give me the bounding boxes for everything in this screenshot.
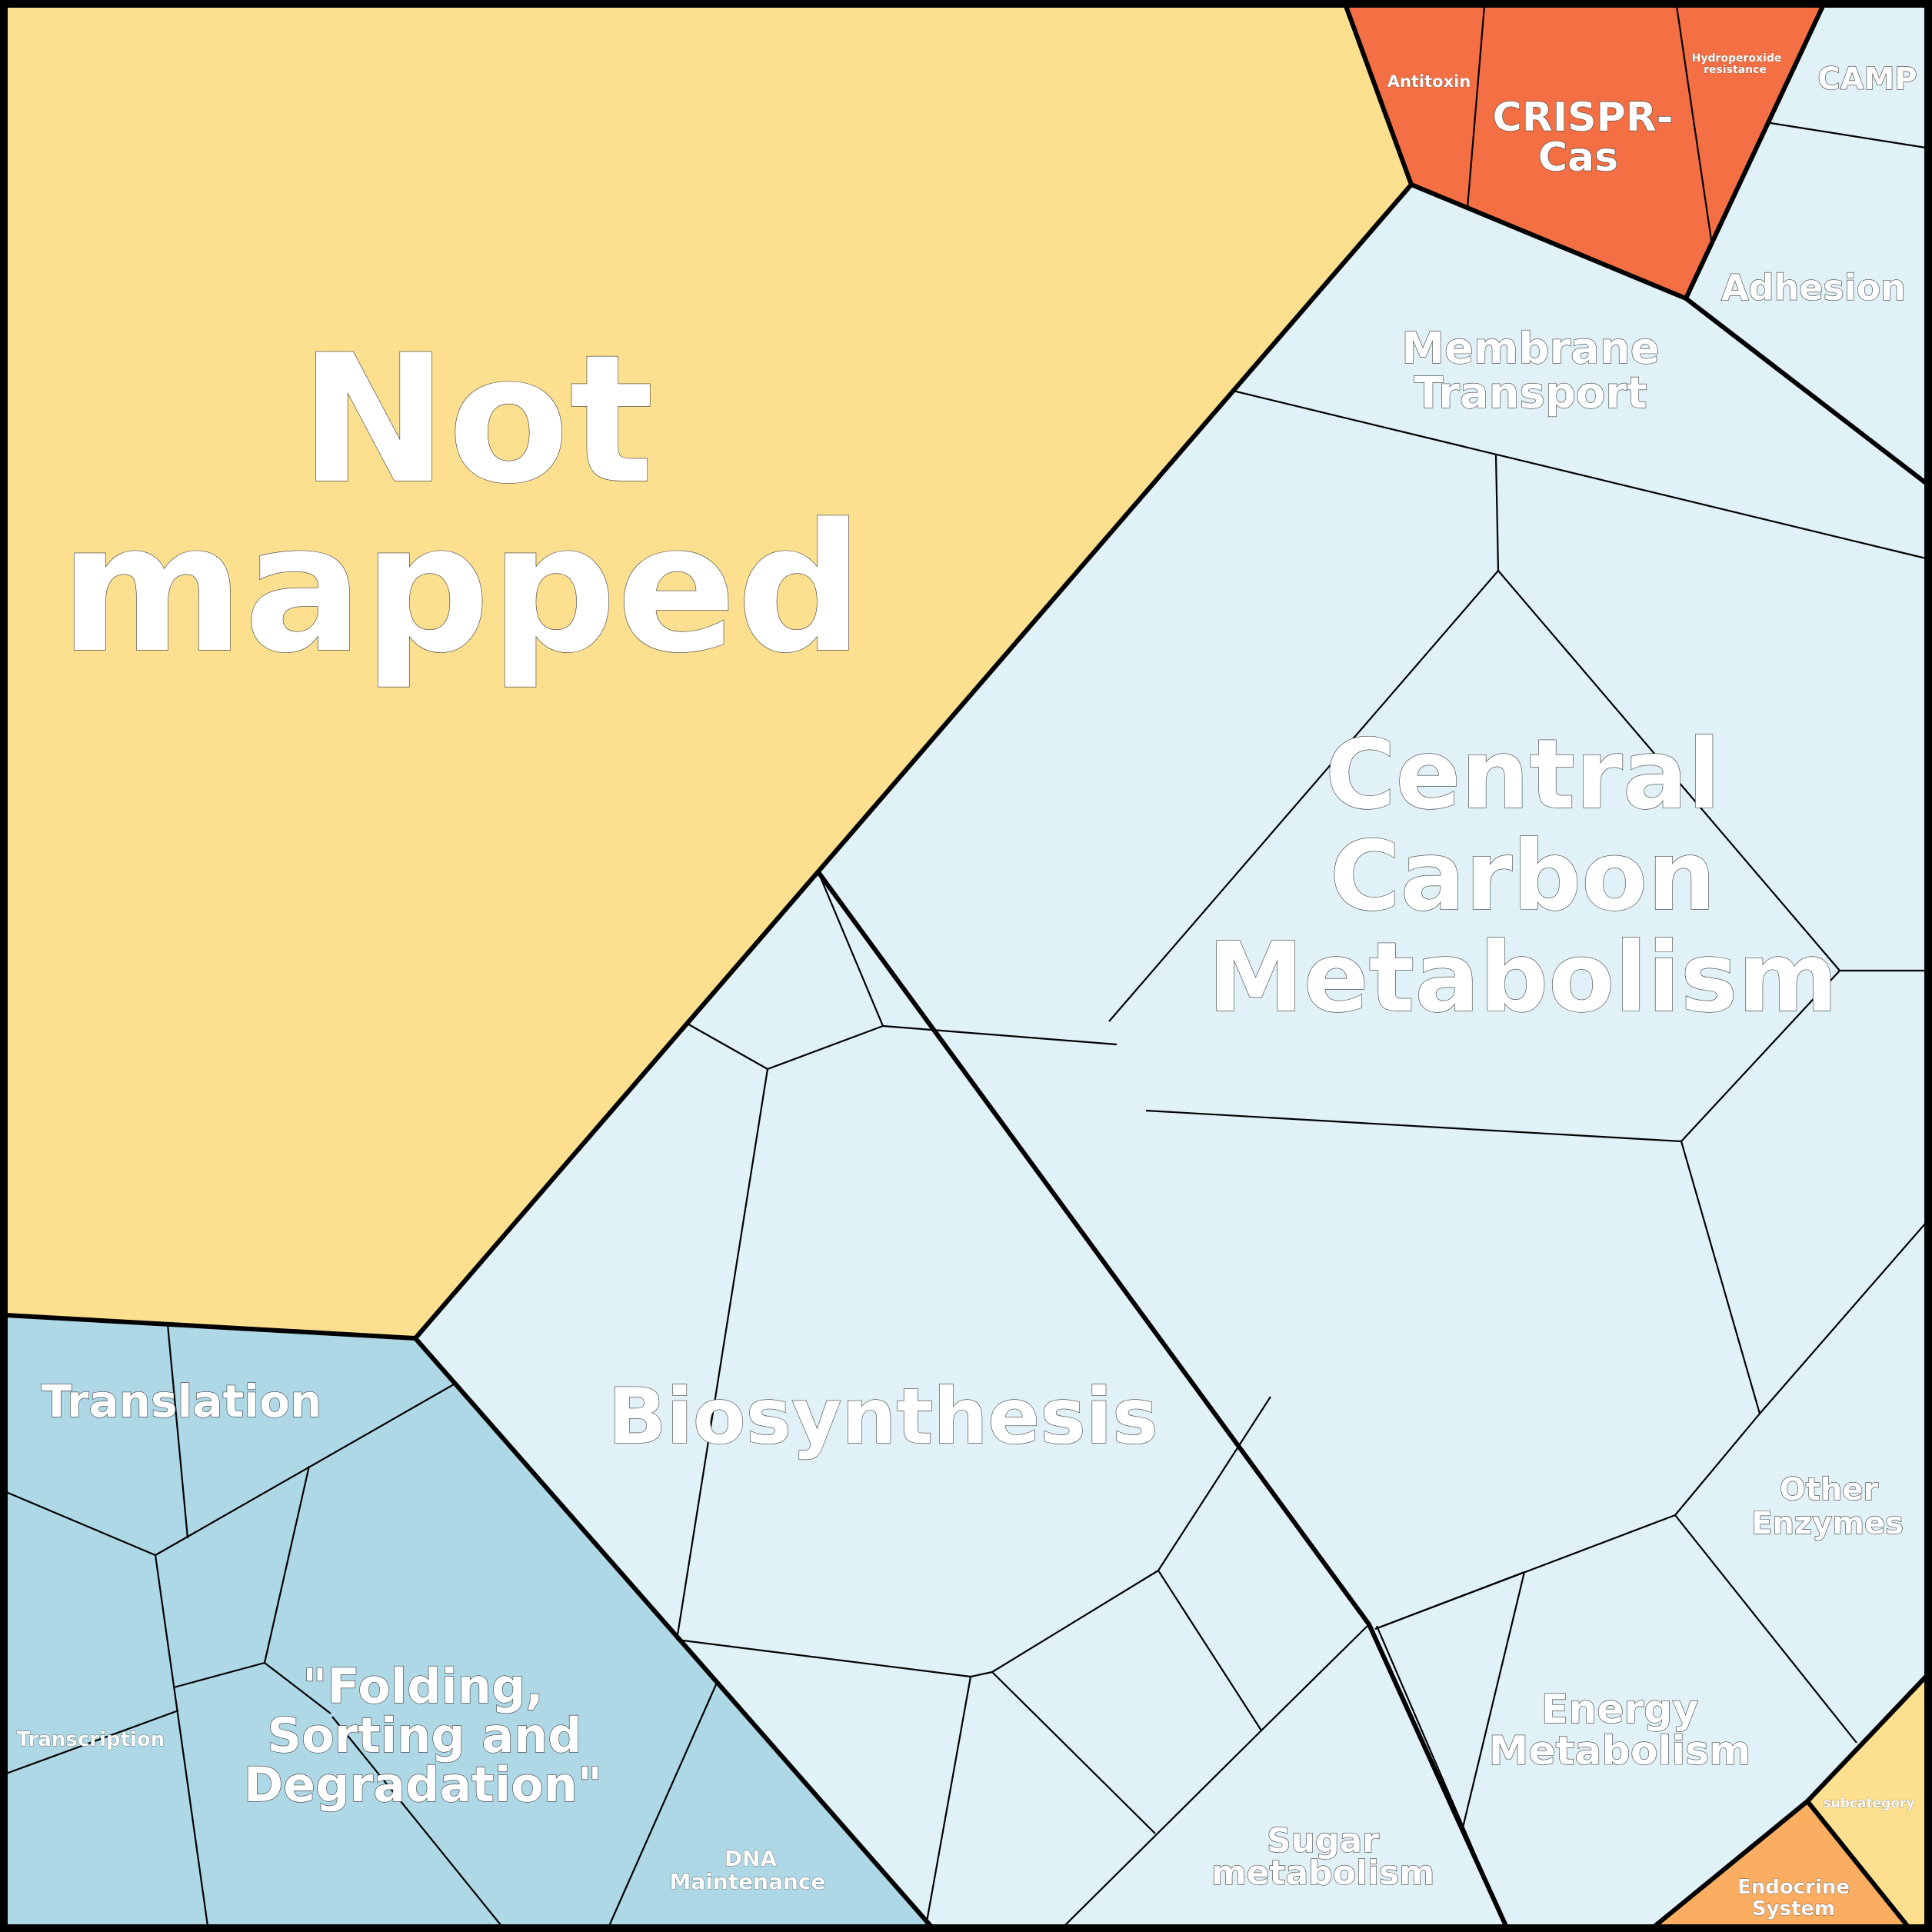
label-subcategory: subcategory: [1824, 1796, 1915, 1811]
label-membrane-transport-2: Transport: [1414, 368, 1647, 418]
label-antitoxin: Antitoxin: [1387, 72, 1471, 91]
label-energy-metabolism: Energy: [1541, 1687, 1699, 1733]
label-dna-maintenance-2: Maintenance: [669, 1869, 825, 1894]
label-central-carbon-3: Metabolism: [1208, 922, 1838, 1034]
label-not-mapped: Not: [300, 318, 654, 523]
label-crispr: CRISPR-: [1493, 95, 1674, 141]
label-transcription: Transcription: [17, 1728, 165, 1751]
label-other-enzymes-2: Enzymes: [1751, 1506, 1904, 1541]
label-dna-maintenance: DNA: [724, 1846, 778, 1871]
label-folding-3: Degradation": [244, 1757, 602, 1813]
label-crispr-2: Cas: [1538, 135, 1618, 181]
label-sugar-metabolism: Sugar: [1267, 1821, 1379, 1860]
label-central-carbon-2: Carbon: [1330, 821, 1716, 932]
label-hydroperoxide-2: resistance: [1704, 64, 1767, 76]
label-energy-metabolism-2: Metabolism: [1489, 1728, 1751, 1774]
label-folding: "Folding,: [302, 1658, 544, 1714]
label-adhesion: Adhesion: [1721, 267, 1906, 308]
label-not-mapped-2: mapped: [60, 487, 864, 692]
label-folding-2: Sorting and: [267, 1707, 581, 1764]
label-translation: Translation: [42, 1375, 322, 1427]
label-other-enzymes: Other: [1780, 1472, 1879, 1507]
label-sugar-metabolism-2: metabolism: [1211, 1854, 1434, 1893]
label-hydroperoxide: Hydroperoxide: [1692, 52, 1782, 65]
label-biosynthesis: Biosynthesis: [608, 1371, 1158, 1461]
label-central-carbon: Central: [1325, 719, 1720, 831]
label-membrane-transport: Membrane: [1401, 324, 1659, 374]
label-camp: CAMP: [1817, 62, 1917, 97]
label-endocrine-system: Endocrine: [1737, 1876, 1850, 1899]
label-endocrine-system-2: System: [1752, 1897, 1835, 1920]
cell-edges: [5, 5, 1927, 1927]
